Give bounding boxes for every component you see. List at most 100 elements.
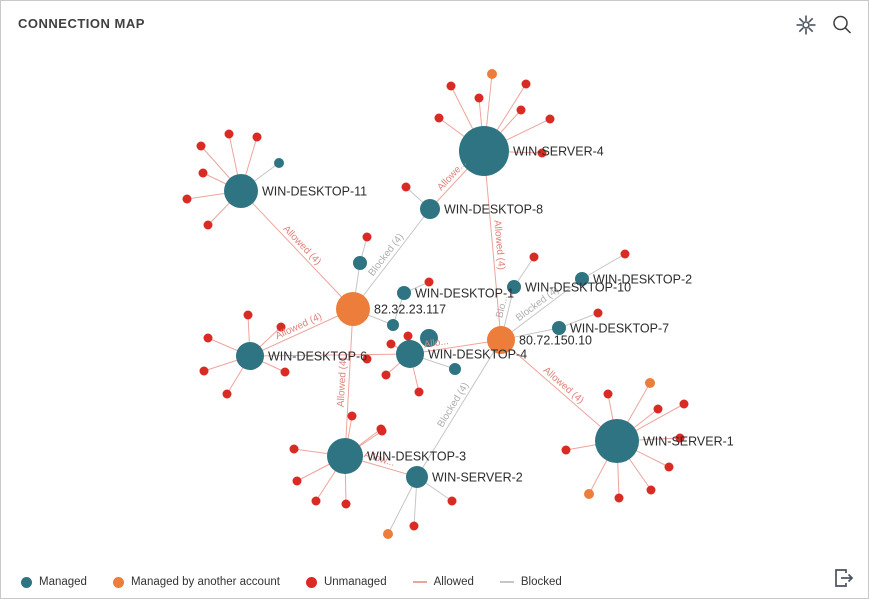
graph-node[interactable]	[584, 489, 594, 499]
graph-node-win-desktop-2[interactable]	[575, 272, 589, 286]
graph-node-win-server-4[interactable]	[459, 126, 509, 176]
legend-item-blocked: Blocked	[499, 576, 562, 588]
edge-label: Blocked (4)	[367, 232, 407, 279]
graph-node-win-desktop-4[interactable]	[396, 340, 424, 368]
graph-node[interactable]	[353, 256, 367, 270]
legend-item-allowed: Allowed	[412, 576, 474, 588]
graph-node[interactable]	[386, 339, 396, 349]
graph-node[interactable]	[198, 168, 208, 178]
graph-node[interactable]	[280, 367, 290, 377]
graph-node[interactable]	[420, 329, 438, 347]
graph-node-win-desktop-1[interactable]	[397, 286, 411, 300]
graph-node[interactable]	[474, 93, 484, 103]
node-label: 80.72.150.10	[519, 334, 592, 348]
reset-view-icon	[796, 15, 816, 35]
graph-node[interactable]	[516, 105, 526, 115]
search-button[interactable]	[830, 13, 854, 37]
graph-node[interactable]	[224, 129, 234, 139]
legend-item-managed: Managed	[21, 576, 87, 588]
graph-node[interactable]	[409, 521, 419, 531]
graph-node[interactable]	[664, 462, 674, 472]
graph-node[interactable]	[292, 476, 302, 486]
graph-node[interactable]	[593, 308, 603, 318]
graph-node[interactable]	[274, 158, 284, 168]
panel-header: CONNECTION MAP	[1, 1, 868, 45]
graph-node[interactable]	[614, 493, 624, 503]
graph-node[interactable]	[403, 331, 413, 341]
graph-node[interactable]	[203, 220, 213, 230]
graph-node-82.32.23.117[interactable]	[336, 292, 370, 326]
graph-node[interactable]	[387, 319, 399, 331]
graph-node[interactable]	[545, 114, 555, 124]
legend: Managed Managed by another account Unman…	[21, 576, 562, 588]
graph-node[interactable]	[447, 496, 457, 506]
graph-node[interactable]	[529, 252, 539, 262]
reset-view-button[interactable]	[794, 13, 818, 37]
allowed-edge	[483, 150, 502, 341]
graph-node[interactable]	[679, 399, 689, 409]
graph-node[interactable]	[347, 411, 357, 421]
graph-node[interactable]	[603, 389, 613, 399]
graph-node[interactable]	[561, 445, 571, 455]
graph-node[interactable]	[381, 370, 391, 380]
graph-node[interactable]	[620, 249, 630, 259]
legend-item-managed-other: Managed by another account	[112, 576, 280, 588]
graph-node[interactable]	[487, 69, 497, 79]
graph-node[interactable]	[646, 485, 656, 495]
graph-node[interactable]	[182, 194, 192, 204]
legend-label: Allowed	[433, 576, 474, 588]
edge-label: Blo...	[494, 294, 510, 319]
graph-node[interactable]	[199, 366, 209, 376]
blocked-edge	[416, 339, 502, 478]
node-label: WIN-DESKTOP-2	[593, 273, 692, 287]
graph-node[interactable]	[424, 277, 434, 287]
graph-node-win-desktop-11[interactable]	[224, 174, 258, 208]
graph-node-win-desktop-8[interactable]	[420, 199, 440, 219]
edge-label: Allowed (4)	[281, 224, 323, 268]
graph-node[interactable]	[645, 378, 655, 388]
graph-node[interactable]	[653, 404, 663, 414]
graph-node[interactable]	[446, 81, 456, 91]
graph-node-win-desktop-3[interactable]	[327, 438, 363, 474]
blocked-edge	[581, 253, 626, 280]
graph-node[interactable]	[537, 148, 547, 158]
node-label: WIN-DESKTOP-8	[444, 203, 543, 217]
allowed-line-swatch	[412, 581, 427, 583]
graph-node[interactable]	[196, 141, 206, 151]
graph-node-win-server-2[interactable]	[406, 466, 428, 488]
allowed-edge	[240, 190, 354, 310]
graph-node[interactable]	[449, 363, 461, 375]
graph-node[interactable]	[222, 389, 232, 399]
graph-node[interactable]	[401, 182, 411, 192]
graph-node[interactable]	[434, 113, 444, 123]
graph-node[interactable]	[675, 433, 685, 443]
graph-node[interactable]	[376, 424, 386, 434]
graph-node-win-desktop-6[interactable]	[236, 342, 264, 370]
graph-node[interactable]	[341, 499, 351, 509]
graph-node[interactable]	[252, 132, 262, 142]
graph-node[interactable]	[521, 79, 531, 89]
graph-node[interactable]	[289, 444, 299, 454]
graph-node[interactable]	[243, 310, 253, 320]
graph-node-win-desktop-10[interactable]	[507, 280, 521, 294]
edge-label: Allowed (4)	[336, 357, 350, 408]
edge-label: Allo...	[423, 336, 449, 351]
graph-node[interactable]	[362, 354, 372, 364]
graph-node[interactable]	[203, 333, 213, 343]
node-label: 82.32.23.117	[374, 303, 446, 317]
graph-node-win-server-1[interactable]	[595, 419, 639, 463]
graph-node[interactable]	[362, 232, 372, 242]
graph-node-80.72.150.10[interactable]	[487, 326, 515, 354]
graph-node[interactable]	[414, 387, 424, 397]
allowed-edge	[500, 339, 618, 442]
header-toolbar	[794, 13, 854, 37]
graph-node[interactable]	[311, 496, 321, 506]
graph-node-win-desktop-7[interactable]	[552, 321, 566, 335]
managed-other-dot-swatch	[112, 576, 124, 588]
export-button[interactable]	[832, 566, 856, 590]
graph-node[interactable]	[276, 322, 286, 332]
allowed-edge	[409, 339, 502, 355]
node-label: WIN-DESKTOP-11	[262, 185, 367, 199]
graph-node[interactable]	[383, 529, 393, 539]
